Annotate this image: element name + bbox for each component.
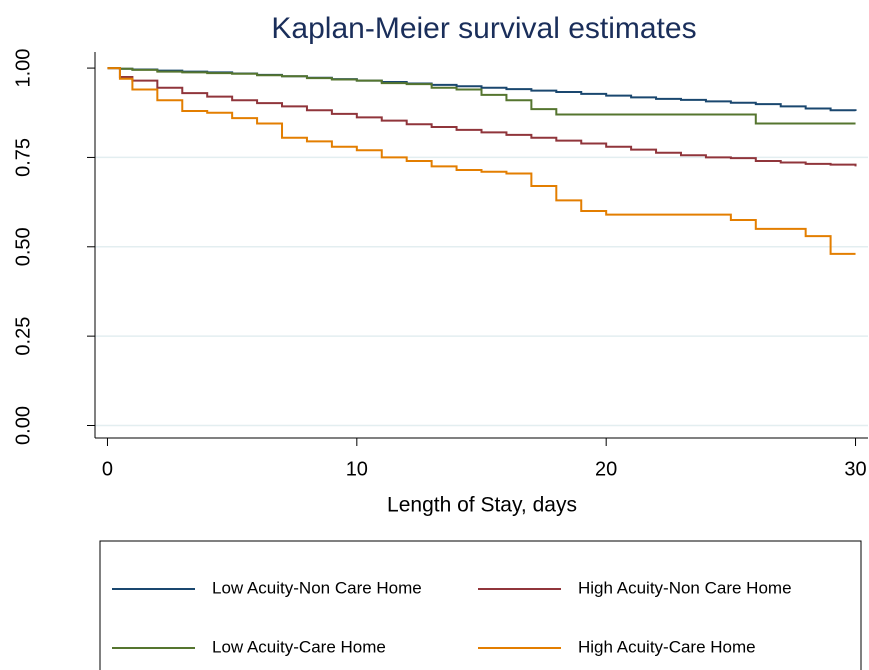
survival-curve [107,67,857,167]
x-tick-label: 0 [102,458,113,480]
y-tick-label: 0.00 [12,406,34,445]
legend-label: High Acuity-Care Home [578,637,756,656]
y-tick-label: 0.25 [12,317,34,356]
x-tick-label: 30 [844,458,866,480]
survival-curve [107,67,856,255]
legend-box [99,540,862,670]
legend-label: Low Acuity-Care Home [212,637,386,656]
y-tick-label: 1.00 [12,49,34,88]
legend-label: High Acuity-Non Care Home [578,578,792,597]
legend-label: Low Acuity-Non Care Home [212,578,422,597]
survival-curve [107,67,856,125]
chart-title: Kaplan-Meier survival estimates [271,12,696,45]
y-tick-label: 0.50 [12,227,34,266]
x-axis-title: Length of Stay, days [387,494,577,517]
x-tick-label: 10 [346,458,368,480]
y-tick-label: 0.75 [12,138,34,177]
x-tick-label: 20 [595,458,617,480]
